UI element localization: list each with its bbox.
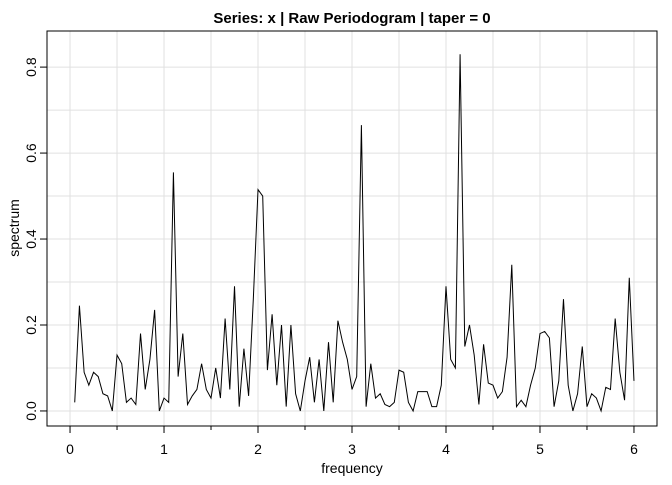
x-tick-label: 6 [630,441,638,457]
x-tick-label: 5 [536,441,544,457]
y-tick-label: 0.4 [23,229,39,249]
x-tick-label: 3 [348,441,356,457]
y-tick-label: 0.0 [23,401,39,421]
x-tick-label: 1 [160,441,168,457]
x-axis-label: frequency [321,460,382,476]
chart-title: Series: x | Raw Periodogram | taper = 0 [213,10,490,27]
y-axis-label: spectrum [6,199,22,257]
y-tick-label: 0.2 [23,315,39,335]
y-tick-label: 0.8 [23,57,39,77]
y-tick-label: 0.6 [23,143,39,163]
x-tick-label: 0 [66,441,74,457]
spectrum-line [74,54,635,413]
plot-border [46,30,658,427]
x-tick-label: 2 [254,441,262,457]
x-tick-label: 4 [442,441,450,457]
